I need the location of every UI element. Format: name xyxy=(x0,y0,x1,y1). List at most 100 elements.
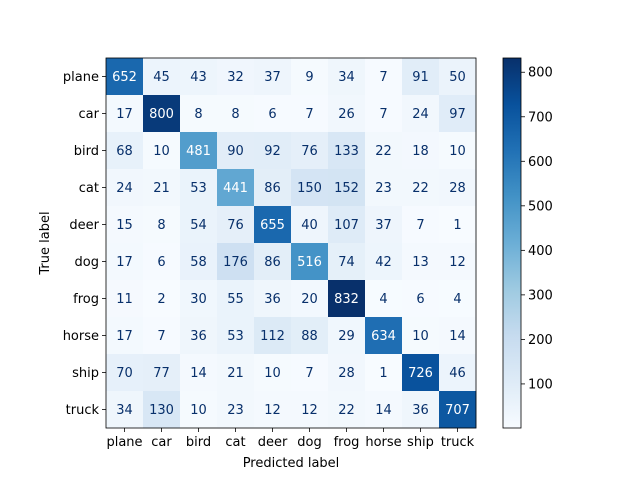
cell-value-label: 10 xyxy=(449,144,466,159)
heatmap-cell xyxy=(365,132,403,170)
heatmap-cell xyxy=(143,391,181,429)
cell-value-label: 7 xyxy=(305,366,313,381)
cell-value-label: 634 xyxy=(371,329,396,344)
heatmap-cell xyxy=(180,280,218,318)
heatmap-cell xyxy=(365,206,403,244)
heatmap-cell xyxy=(365,391,403,429)
y-tick-label: frog xyxy=(73,292,99,307)
x-tick-label: car xyxy=(151,435,172,450)
heatmap-cell xyxy=(291,95,329,133)
cell-value-label: 37 xyxy=(375,218,392,233)
heatmap-cell xyxy=(291,206,329,244)
y-tick-label: bird xyxy=(74,144,99,159)
cell-value-label: 4 xyxy=(379,292,387,307)
heatmap-cell xyxy=(180,206,218,244)
x-axis-label: Predicted label xyxy=(243,456,340,471)
heatmap-cell xyxy=(254,317,292,355)
heatmap-cell xyxy=(439,317,477,355)
heatmap-cell xyxy=(402,280,440,318)
cell-value-label: 481 xyxy=(186,144,211,159)
y-tick-label: truck xyxy=(66,403,100,418)
cell-value-label: 50 xyxy=(449,70,466,85)
heatmap-cell xyxy=(217,354,255,392)
heatmap-cell xyxy=(143,317,181,355)
heatmap-cell xyxy=(291,280,329,318)
heatmap-cell xyxy=(180,317,218,355)
heatmap-cell xyxy=(217,317,255,355)
colorbar-ticks: 100 200 300 400 500 600 700 800 xyxy=(521,66,553,392)
heatmap-cell xyxy=(328,58,366,96)
cell-value-label: 30 xyxy=(190,292,207,307)
cell-value-label: 53 xyxy=(227,329,244,344)
heatmap-cell xyxy=(106,243,144,281)
cell-value-label: 10 xyxy=(153,144,170,159)
heatmap-cell xyxy=(365,169,403,207)
heatmap-cell xyxy=(439,58,477,96)
cell-value-label: 8 xyxy=(194,107,202,122)
heatmap-cell xyxy=(402,132,440,170)
colorbar-tick-label: 800 xyxy=(528,66,553,81)
cell-value-label: 7 xyxy=(305,107,313,122)
heatmap-cell xyxy=(180,243,218,281)
heatmap-cell xyxy=(217,132,255,170)
cell-value-label: 707 xyxy=(445,403,470,418)
heatmap-cell xyxy=(217,391,255,429)
heatmap-cell xyxy=(254,132,292,170)
cell-value-label: 652 xyxy=(112,70,137,85)
colorbar-tick-label: 200 xyxy=(528,333,553,348)
y-tick-label: dog xyxy=(75,255,99,270)
heatmap-cell xyxy=(291,391,329,429)
cell-value-label: 832 xyxy=(334,292,359,307)
heatmap-cell xyxy=(180,132,218,170)
cell-value-label: 130 xyxy=(149,403,174,418)
cell-value-label: 7 xyxy=(416,218,424,233)
cell-value-label: 655 xyxy=(260,218,285,233)
cell-value-label: 13 xyxy=(412,255,429,270)
x-tick-label: dog xyxy=(297,435,321,450)
cell-value-label: 14 xyxy=(449,329,466,344)
heatmap-cell xyxy=(254,391,292,429)
heatmap-cell xyxy=(143,354,181,392)
x-tick-label: plane xyxy=(106,435,142,450)
cell-value-label: 40 xyxy=(301,218,318,233)
cell-value-label: 14 xyxy=(375,403,392,418)
y-tick-label: ship xyxy=(72,366,99,381)
heatmap-cell xyxy=(402,58,440,96)
heatmap-cell xyxy=(365,317,403,355)
colorbar-tick-label: 300 xyxy=(528,288,553,303)
cell-value-label: 97 xyxy=(449,107,466,122)
heatmap-cell xyxy=(291,354,329,392)
cell-value-label: 24 xyxy=(116,181,133,196)
x-tick-label: horse xyxy=(365,435,401,450)
cell-value-label: 46 xyxy=(449,366,466,381)
cell-value-label: 1 xyxy=(453,218,461,233)
heatmap-cell xyxy=(439,280,477,318)
x-tick-label: bird xyxy=(186,435,211,450)
heatmap-cell xyxy=(402,317,440,355)
cell-value-label: 17 xyxy=(116,255,133,270)
heatmap-cell xyxy=(106,132,144,170)
cell-value-label: 4 xyxy=(453,292,461,307)
cell-value-label: 86 xyxy=(264,181,281,196)
heatmap-cell xyxy=(365,58,403,96)
cell-value-label: 6 xyxy=(416,292,424,307)
x-tick-label: truck xyxy=(441,435,475,450)
x-tick-label: frog xyxy=(334,435,360,450)
y-tick-label: horse xyxy=(63,329,99,344)
heatmap-cell xyxy=(217,58,255,96)
heatmap-cell xyxy=(106,206,144,244)
heatmap-cell xyxy=(328,317,366,355)
heatmap-cell xyxy=(106,354,144,392)
colorbar-tick-label: 100 xyxy=(528,377,553,392)
cell-value-label: 800 xyxy=(149,107,174,122)
y-tick-label: car xyxy=(79,107,100,122)
cell-value-label: 36 xyxy=(412,403,429,418)
heatmap-cell xyxy=(106,317,144,355)
heatmap-cell xyxy=(106,58,144,96)
heatmap-cell xyxy=(254,58,292,96)
cell-value-label: 2 xyxy=(157,292,165,307)
cell-value-label: 23 xyxy=(375,181,392,196)
heatmap-cell xyxy=(180,169,218,207)
cell-value-label: 9 xyxy=(305,70,313,85)
cell-value-label: 45 xyxy=(153,70,170,85)
